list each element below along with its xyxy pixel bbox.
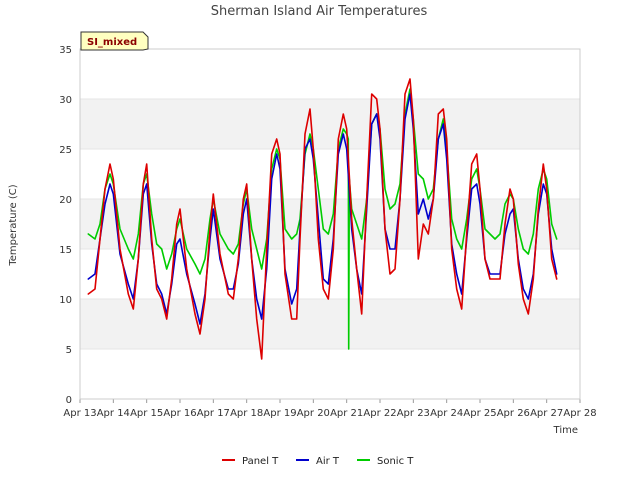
legend: Panel T Air T Sonic T bbox=[222, 456, 414, 467]
x-axis-label: Time bbox=[553, 425, 578, 436]
y-axis-ticks: 0 5 10 15 20 25 30 35 bbox=[59, 45, 72, 406]
x-tick-label: Apr 14 bbox=[97, 408, 130, 419]
x-tick-label: Apr 15 bbox=[130, 408, 163, 419]
grid-band bbox=[80, 49, 580, 99]
y-tick-label: 25 bbox=[59, 145, 72, 156]
legend-label: Panel T bbox=[242, 456, 279, 467]
legend-label: Sonic T bbox=[377, 456, 414, 467]
y-tick-label: 10 bbox=[59, 295, 72, 306]
plot-frame bbox=[79, 48, 581, 400]
grid-band bbox=[80, 99, 580, 149]
y-axis-label: Temperature (C) bbox=[8, 184, 19, 266]
x-tick-label: Apr 20 bbox=[297, 408, 330, 419]
y-tick-label: 20 bbox=[59, 195, 72, 206]
y-tick-label: 0 bbox=[66, 395, 72, 406]
y-tick-label: 35 bbox=[59, 45, 72, 56]
y-tick-label: 15 bbox=[59, 245, 72, 256]
annotation-label: SI_mixed bbox=[87, 37, 137, 48]
x-tick-label: Apr 19 bbox=[263, 408, 296, 419]
annotation-background bbox=[80, 31, 149, 51]
legend-label: Air T bbox=[316, 456, 340, 467]
x-tick-label: Apr 24 bbox=[430, 408, 463, 419]
x-tick-label: Apr 16 bbox=[163, 408, 196, 419]
grid-band bbox=[80, 149, 580, 199]
x-tick-label: Apr 23 bbox=[397, 408, 430, 419]
x-tick-label: Apr 21 bbox=[330, 408, 363, 419]
x-tick-label: Apr 13 bbox=[63, 408, 96, 419]
x-tick-label: Apr 22 bbox=[363, 408, 396, 419]
x-tick-label: Apr 17 bbox=[197, 408, 230, 419]
x-tick-label: Apr 27 bbox=[530, 408, 563, 419]
chart-title: Sherman Island Air Temperatures bbox=[211, 4, 428, 19]
x-tick-label: Apr 26 bbox=[497, 408, 530, 419]
grid-band bbox=[80, 349, 580, 399]
y-tick-label: 30 bbox=[59, 95, 72, 106]
series-layer bbox=[87, 78, 558, 360]
grid-band bbox=[80, 299, 580, 349]
annotation-box: SI_mixed bbox=[80, 31, 149, 51]
x-axis-ticks: Apr 13 Apr 14 Apr 15 Apr 16 Apr 17 Apr 18 Apr … bbox=[63, 399, 597, 419]
y-tick-label: 5 bbox=[66, 345, 72, 356]
x-tick-label: Apr 25 bbox=[463, 408, 496, 419]
series-line-panel-t bbox=[87, 78, 558, 360]
x-tick-label: Apr 18 bbox=[230, 408, 263, 419]
x-tick-label: Apr 28 bbox=[563, 408, 596, 419]
